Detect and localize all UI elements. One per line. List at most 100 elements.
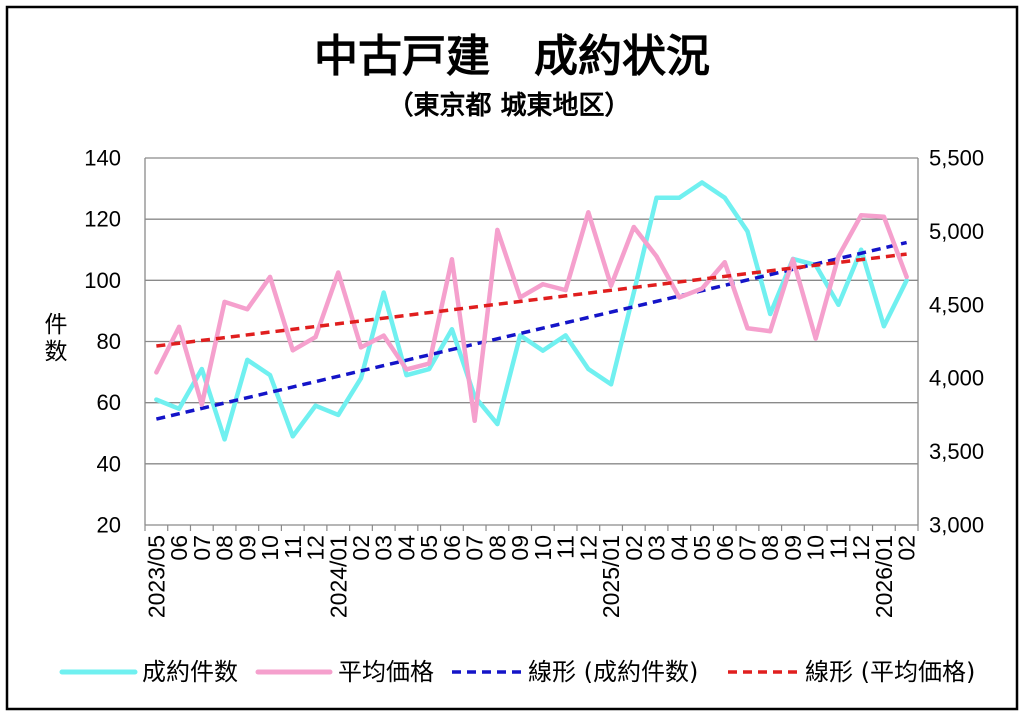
data-point <box>609 283 614 288</box>
y-left-tick-label: 120 <box>84 207 121 232</box>
chart-title: 中古戸建 成約状況 <box>314 31 710 82</box>
x-tick-label: 06 <box>166 535 192 561</box>
x-tick-label: 05 <box>416 535 442 561</box>
legend-label: 成約件数 <box>142 658 238 686</box>
series-line <box>154 180 909 442</box>
data-point <box>700 180 705 185</box>
x-tick-label: 08 <box>757 535 783 561</box>
x-tick-label: 02 <box>621 535 647 561</box>
legend-item-trend-average-price: 線形 (平均価格) <box>728 658 975 686</box>
x-tick-label: 2026/01 <box>871 535 897 618</box>
x-tick-label: 2025/01 <box>598 535 624 618</box>
y-left-axis-title: 件数 <box>40 312 66 366</box>
x-tick-label: 12 <box>303 535 329 561</box>
data-point <box>881 324 886 329</box>
data-point <box>427 361 432 366</box>
y-left-tick-label: 60 <box>97 390 121 415</box>
x-tick-label: 11 <box>280 535 306 559</box>
data-point <box>404 373 409 378</box>
x-tick-label: 03 <box>371 535 397 561</box>
data-point <box>313 335 318 340</box>
data-point <box>836 302 841 307</box>
data-point <box>427 367 432 372</box>
data-point <box>859 247 864 252</box>
x-tick-label: 10 <box>803 535 829 561</box>
y-left-tick-label: 140 <box>84 146 121 171</box>
data-point <box>268 373 273 378</box>
data-point <box>745 229 750 234</box>
x-tick-label: 06 <box>439 535 465 561</box>
data-point <box>631 224 636 229</box>
data-point <box>290 434 295 439</box>
data-point <box>336 270 341 275</box>
data-point <box>677 295 682 300</box>
data-point <box>609 382 614 387</box>
data-point <box>381 333 386 338</box>
data-point <box>563 288 568 293</box>
data-point <box>586 367 591 372</box>
data-point <box>518 295 523 300</box>
y-left-tick-label: 20 <box>97 513 121 538</box>
data-point <box>472 418 477 423</box>
data-point <box>336 412 341 417</box>
y-right-tick-label: 4,500 <box>929 292 984 317</box>
legend: 成約件数 平均価格 線形 (成約件数) 線形 (平均価格) <box>59 658 975 686</box>
data-point <box>540 282 545 287</box>
x-tick-label: 04 <box>666 535 692 561</box>
data-point <box>199 402 204 407</box>
data-point <box>313 403 318 408</box>
y-left-tick-label: 100 <box>84 268 121 293</box>
data-point <box>654 254 659 259</box>
trendline-average-price <box>156 252 907 348</box>
data-point <box>586 210 591 215</box>
data-point <box>563 333 568 338</box>
legend-item-contract-count: 成約件数 <box>59 658 238 686</box>
data-point <box>904 274 909 279</box>
data-point <box>881 214 886 219</box>
x-tick-label: 11 <box>553 535 579 559</box>
data-point <box>768 329 773 334</box>
x-tick-label: 12 <box>575 535 601 561</box>
data-point <box>518 333 523 338</box>
series-line <box>154 210 909 424</box>
legend-label: 平均価格 <box>338 658 434 686</box>
data-point <box>358 345 363 350</box>
data-point <box>700 286 705 291</box>
legend-label: 線形 (成約件数) <box>528 658 698 686</box>
data-point <box>154 397 159 402</box>
data-point <box>199 367 204 372</box>
x-tick-label: 07 <box>734 535 760 561</box>
x-tick-label: 09 <box>780 535 806 561</box>
data-point <box>722 260 727 265</box>
x-tick-label: 2023/05 <box>143 535 169 618</box>
x-tick-label: 10 <box>257 535 283 561</box>
data-point <box>358 376 363 381</box>
y-right-tick-label: 5,500 <box>929 146 984 171</box>
legend-label: 線形 (平均価格) <box>805 658 975 686</box>
legend-item-average-price: 平均価格 <box>255 658 434 686</box>
x-tick-label: 03 <box>644 535 670 561</box>
data-point <box>177 324 182 329</box>
data-point <box>904 278 909 283</box>
x-tick-label: 08 <box>484 535 510 561</box>
data-point <box>654 195 659 200</box>
x-tick-label: 02 <box>348 535 374 561</box>
data-point <box>222 299 227 304</box>
y-right-tick-label: 3,500 <box>929 439 984 464</box>
x-tick-label: 04 <box>393 535 419 561</box>
data-point <box>859 213 864 218</box>
x-tick-label: 06 <box>712 535 738 561</box>
data-point <box>540 348 545 353</box>
x-tick-label: 09 <box>234 535 260 561</box>
x-tick-label: 07 <box>462 535 488 561</box>
y-right-tick-label: 4,000 <box>929 366 984 391</box>
data-point <box>290 348 295 353</box>
data-point <box>790 257 795 262</box>
data-point <box>245 357 250 362</box>
plot-area: 20 40 60 80 100 120 140 3,000 3,500 4,000 4,500 5,0… <box>59 146 984 686</box>
data-point <box>768 311 773 316</box>
data-point <box>381 290 386 295</box>
data-point <box>836 254 841 259</box>
x-tick-label: 09 <box>507 535 533 561</box>
trendline-contract-count <box>155 240 908 421</box>
